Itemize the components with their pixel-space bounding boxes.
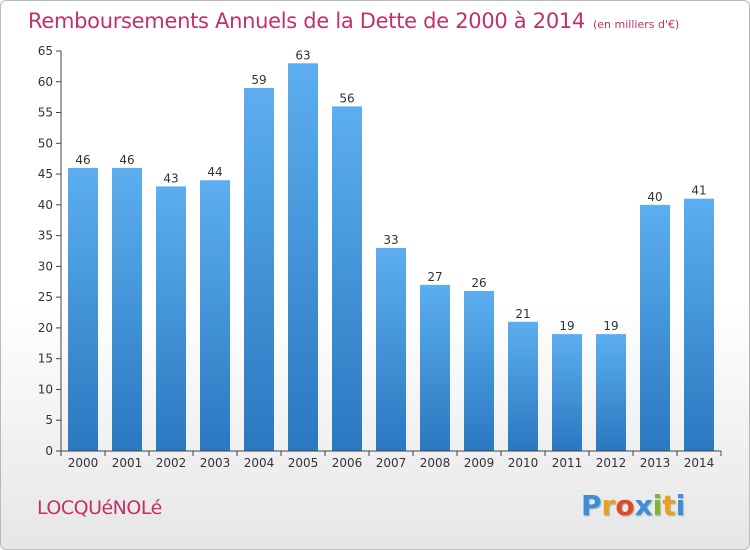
x-tick-label: 2010 [508,456,539,470]
y-tick-label: 35 [38,229,53,243]
logo-letter: t [662,489,676,522]
x-tick-label: 2007 [376,456,407,470]
bar-value-label: 19 [603,319,618,333]
bar [288,63,318,452]
y-tick-label: 5 [45,413,53,427]
bar [200,180,230,451]
bar [640,204,670,451]
bar-labels-group: 46 46 43 44 59 63 56 33 27 26 21 19 19 40 41 [75,48,706,333]
x-tick-label: 2002 [156,456,187,470]
x-tick-label: 2005 [288,456,319,470]
x-tick-label: 2013 [640,456,671,470]
logo-letter: P [581,489,602,522]
proxiti-logo: Proxiti [581,489,685,522]
y-tick-label: 55 [38,106,53,120]
bar-value-label: 46 [75,153,90,167]
bar [112,167,142,451]
bar-value-label: 43 [163,171,178,185]
y-tick-label: 45 [38,167,53,181]
y-axis: 0 5 10 15 20 25 30 35 40 45 50 55 60 65 [38,44,62,458]
bar [420,284,450,451]
bar-value-label: 19 [559,319,574,333]
bar-value-label: 63 [295,48,310,62]
logo-letter: x [634,489,653,522]
bar-value-label: 33 [383,233,398,247]
y-tick-label: 65 [38,44,53,58]
bar [596,334,626,451]
bar [508,321,538,451]
bar [464,291,494,451]
logo-letter: i [652,489,663,522]
bar-value-label: 41 [691,184,706,198]
bar-value-label: 21 [515,307,530,321]
bar-value-label: 40 [647,190,662,204]
x-axis: 2000 2001 2002 2003 2004 2005 2006 2007 2008 2009… [60,450,722,470]
logo-letter: i [675,489,686,522]
y-tick-label: 25 [38,290,53,304]
bar [68,167,98,451]
x-tick-label: 2012 [596,456,627,470]
y-tick-label: 60 [38,75,53,89]
x-tick-label: 2004 [244,456,275,470]
logo-letter: o [615,489,635,522]
y-tick-label: 0 [45,444,53,458]
chart-subtitle: (en milliers d'€) [593,18,680,31]
bar-value-label: 59 [251,73,266,87]
bar [244,87,274,451]
y-tick-label: 10 [38,382,53,396]
x-tick-label: 2009 [464,456,495,470]
bar [376,247,406,451]
x-tick-label: 2014 [684,456,715,470]
bar-value-label: 26 [471,276,486,290]
x-tick-label: 2001 [112,456,143,470]
chart-title: Remboursements Annuels de la Dette de 20… [28,9,680,33]
bars-group [68,63,714,452]
commune-name: LOCQUéNOLé [37,497,162,519]
y-tick-label: 15 [38,352,53,366]
bar [684,198,714,451]
bar [552,334,582,451]
x-tick-label: 2006 [332,456,363,470]
x-tick-label: 2011 [552,456,583,470]
bar-value-label: 56 [339,91,354,105]
bar [332,106,362,451]
y-tick-label: 20 [38,321,53,335]
y-tick-label: 30 [38,259,53,273]
x-tick-label: 2008 [420,456,451,470]
bar [156,186,186,451]
x-tick-label: 2003 [200,456,231,470]
x-tick-label: 2000 [68,456,99,470]
y-tick-label: 50 [38,136,53,150]
y-tick-label: 40 [38,198,53,212]
bar-value-label: 46 [119,153,134,167]
bar-value-label: 44 [207,165,222,179]
logo-letter: r [601,489,616,522]
bar-value-label: 27 [427,270,442,284]
